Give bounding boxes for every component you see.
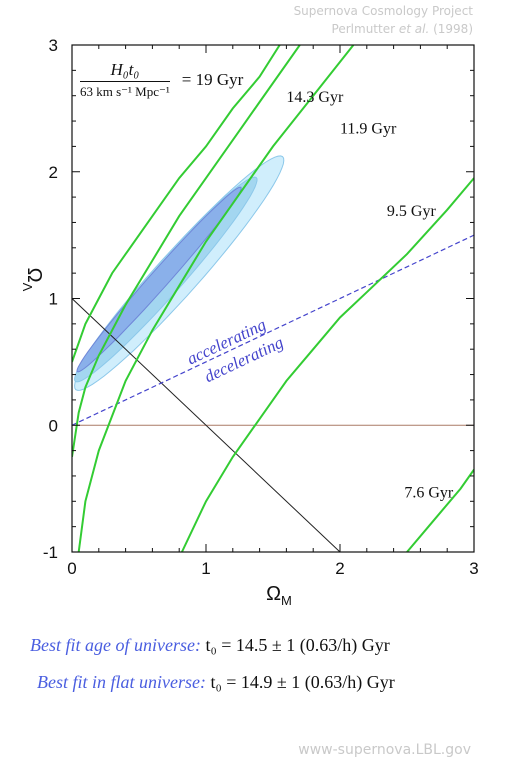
caption-flat-universe-equation: t₀ = 14.9 ± 1 (0.63/h) Gyr bbox=[210, 672, 395, 692]
header-title: Supernova Cosmology Project bbox=[293, 4, 473, 18]
caption-flat-universe-label: Best fit in flat universe: bbox=[37, 672, 206, 692]
x-tick-label-0: 0 bbox=[67, 559, 76, 578]
age-curve-label-3: 9.5 Gyr bbox=[387, 203, 437, 220]
age-curve-1 bbox=[72, 45, 301, 458]
flat-universe-line bbox=[72, 298, 341, 552]
header-year: (1998) bbox=[433, 22, 473, 36]
x-axis-label: ΩM bbox=[266, 583, 292, 608]
caption-best-fit-age: Best fit age of universe: t₀ = 14.5 ± 1 … bbox=[30, 635, 390, 656]
legend-denominator: 63 km s⁻¹ Mpc⁻¹ bbox=[80, 84, 170, 99]
accelerating-boundary-line bbox=[72, 234, 474, 426]
legend-numerator: H₀t₀ bbox=[80, 60, 170, 82]
x-tick-label-3: 3 bbox=[469, 559, 478, 578]
x-tick-label-1: 1 bbox=[201, 559, 210, 578]
footer-url: www-supernova.LBL.gov bbox=[298, 742, 471, 758]
legend-value: = 19 Gyr bbox=[181, 70, 244, 89]
y-tick-label-0: -1 bbox=[43, 543, 58, 562]
x-tick-label-2: 2 bbox=[335, 559, 344, 578]
caption-flat-universe: Best fit in flat universe: t₀ = 14.9 ± 1… bbox=[37, 672, 395, 693]
y-tick-label-3: 2 bbox=[49, 163, 58, 182]
header-credit: Supernova Cosmology Project Perlmutter e… bbox=[294, 2, 473, 38]
age-curve-label-2: 11.9 Gyr bbox=[340, 121, 397, 138]
y-tick-label-1: 0 bbox=[49, 416, 58, 435]
age-curve-3 bbox=[180, 177, 474, 552]
age-curve-0 bbox=[72, 45, 281, 363]
caption-best-fit-age-label: Best fit age of universe: bbox=[30, 635, 201, 655]
age-curve-label-4: 7.6 Gyr bbox=[404, 484, 454, 501]
cosmology-chart: 0 1 2 3 -1 0 1 2 3 ΩM ΩΛ 14.3 Gyr 11.9 Gyr 9.5 Gyr 7.6… bbox=[20, 36, 479, 608]
header-author-name: Perlmutter bbox=[331, 22, 396, 36]
y-tick-label-4: 3 bbox=[49, 36, 58, 55]
header-authors: Perlmutter et al. (1998) bbox=[294, 20, 473, 38]
age-curve-4 bbox=[406, 469, 474, 552]
plot-area bbox=[72, 45, 474, 552]
caption-best-fit-age-equation: t₀ = 14.5 ± 1 (0.63/h) Gyr bbox=[205, 635, 390, 655]
legend-fraction: H₀t₀ 63 km s⁻¹ Mpc⁻¹ bbox=[80, 60, 170, 100]
x-axis-label-subscript: M bbox=[281, 593, 292, 608]
age-curve-2 bbox=[77, 45, 355, 552]
chart-legend: H₀t₀ 63 km s⁻¹ Mpc⁻¹ = 19 Gyr bbox=[80, 60, 243, 100]
y-axis-label-subscript: Λ bbox=[20, 283, 35, 292]
confidence-region-inner bbox=[76, 186, 242, 373]
y-tick-label-2: 1 bbox=[49, 290, 58, 309]
y-axis-label: ΩΛ bbox=[20, 268, 45, 292]
header-etal: et al. bbox=[398, 22, 430, 36]
age-curve-label-1: 14.3 Gyr bbox=[286, 89, 344, 106]
